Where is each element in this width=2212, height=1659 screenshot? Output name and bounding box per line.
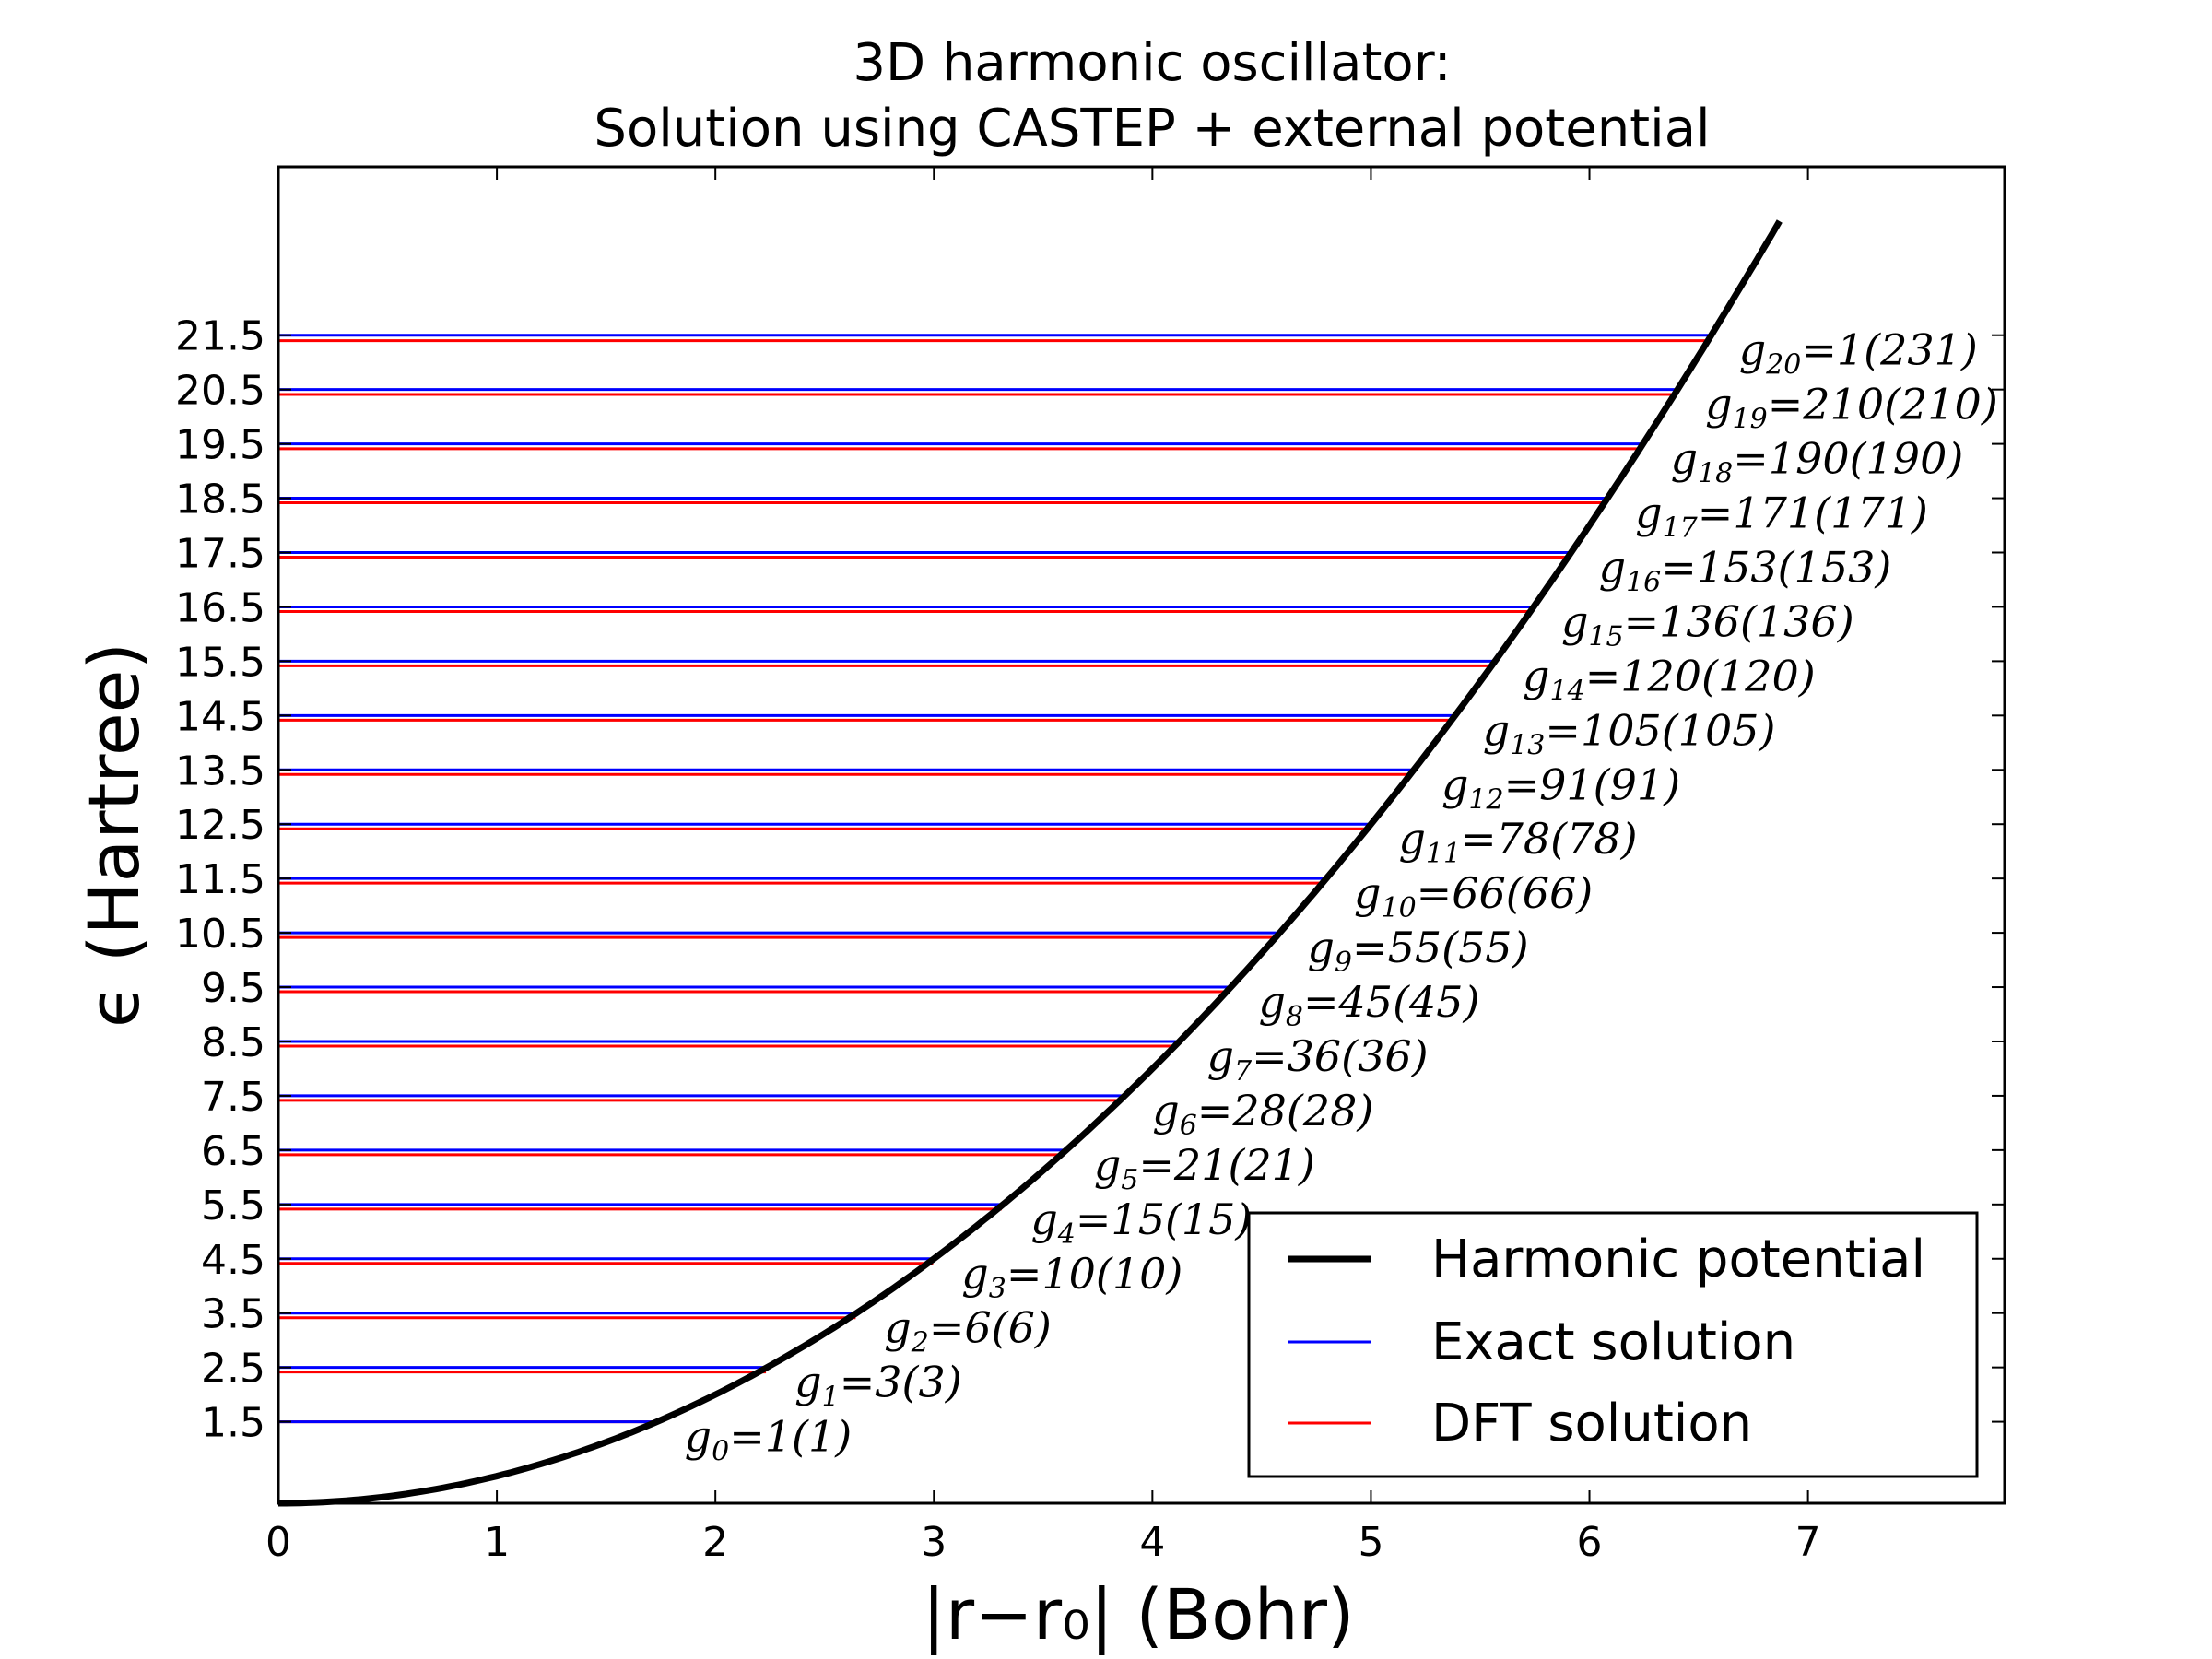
- degeneracy-annotation: g19=210(210): [1705, 380, 1998, 436]
- x-tick-label: 4: [1139, 1519, 1165, 1566]
- plot-frame: [276, 165, 2006, 1505]
- y-tick-label: 12.5: [175, 802, 265, 849]
- degeneracy-annotation: g8=45(45): [1258, 977, 1479, 1033]
- legend-label-exact: Exact solution: [1431, 1312, 1795, 1372]
- y-tick-label: 10.5: [175, 911, 265, 958]
- y-tick-label: 3.5: [201, 1291, 265, 1338]
- y-tick-label: 5.5: [201, 1182, 265, 1230]
- degeneracy-annotation: g18=190(190): [1671, 434, 1964, 490]
- degeneracy-annotation: g3=10(10): [961, 1249, 1182, 1305]
- y-tick-label: 7.5: [201, 1074, 265, 1121]
- y-tick-label: 14.5: [175, 693, 265, 740]
- harmonic-potential-curve: [278, 219, 1783, 1507]
- y-tick-label: 17.5: [175, 530, 265, 577]
- x-axis-label: |r−r₀| (Bohr): [922, 1573, 1354, 1656]
- x-tick-label: 3: [921, 1519, 947, 1566]
- degeneracy-annotation: g14=120(120): [1523, 651, 1816, 707]
- y-tick-label: 21.5: [175, 313, 265, 360]
- degeneracy-annotation: g15=136(136): [1561, 596, 1854, 653]
- x-tick-label: 0: [265, 1519, 291, 1566]
- y-tick-label: 13.5: [175, 747, 265, 794]
- x-tick-label: 7: [1795, 1519, 1821, 1566]
- degeneracy-annotation: g12=91(91): [1441, 759, 1680, 816]
- axis-ticks: 0 1 2 3 4 5 6 7 1.5 2.5 3.5 4.5 5.5 6.5 7.5 8.5 9.5 10.5 1…: [175, 167, 2005, 1566]
- degeneracy-annotation: g20=1(231): [1739, 325, 1978, 382]
- degeneracy-annotations: g0=1(1)g1=3(3)g2=6(6)g3=10(10)g4=15(15)g…: [685, 325, 1998, 1468]
- chart-title-line1: 3D harmonic oscillator:: [853, 33, 1451, 93]
- degeneracy-annotation: g4=15(15): [1030, 1194, 1252, 1251]
- y-tick-label: 6.5: [201, 1128, 265, 1175]
- y-tick-label: 16.5: [175, 584, 265, 631]
- chart-title-line2: Solution using CASTEP + external potenti…: [594, 99, 1710, 159]
- legend: Harmonic potential Exact solution DFT so…: [1247, 1211, 1979, 1478]
- degeneracy-annotation: g0=1(1): [685, 1412, 853, 1468]
- degeneracy-annotation: g9=55(55): [1307, 923, 1528, 979]
- degeneracy-annotation: g11=78(78): [1398, 814, 1637, 870]
- x-tick-label: 6: [1577, 1519, 1603, 1566]
- y-tick-label: 2.5: [201, 1346, 265, 1393]
- y-tick-label: 19.5: [175, 422, 265, 469]
- degeneracy-annotation: g10=66(66): [1354, 868, 1593, 924]
- degeneracy-annotation: g17=171(171): [1635, 488, 1928, 545]
- y-tick-label: 18.5: [175, 477, 265, 524]
- x-tick-label: 5: [1358, 1519, 1383, 1566]
- x-tick-label: 2: [702, 1519, 728, 1566]
- degeneracy-annotation: g1=3(3): [794, 1358, 962, 1414]
- legend-label-harmonic: Harmonic potential: [1431, 1230, 1925, 1289]
- y-tick-label: 15.5: [175, 639, 265, 686]
- degeneracy-annotation: g2=6(6): [884, 1303, 1052, 1359]
- energy-levels: [278, 334, 1712, 1424]
- y-tick-label: 11.5: [175, 856, 265, 903]
- y-axis-label: ϵ (Hartree): [73, 642, 155, 1028]
- y-tick-label: 20.5: [175, 368, 265, 415]
- degeneracy-annotation: g16=153(153): [1599, 542, 1892, 598]
- legend-label-dft: DFT solution: [1431, 1394, 1752, 1453]
- degeneracy-annotation: g5=21(21): [1094, 1140, 1315, 1196]
- y-tick-label: 8.5: [201, 1019, 265, 1066]
- y-tick-label: 9.5: [201, 965, 265, 1012]
- y-tick-label: 1.5: [201, 1400, 265, 1447]
- degeneracy-annotation: g13=105(105): [1483, 705, 1776, 761]
- y-tick-label: 4.5: [201, 1237, 265, 1284]
- x-tick-label: 1: [484, 1519, 510, 1566]
- degeneracy-annotation: g6=28(28): [1152, 1086, 1373, 1142]
- degeneracy-annotation: g7=36(36): [1207, 1031, 1429, 1088]
